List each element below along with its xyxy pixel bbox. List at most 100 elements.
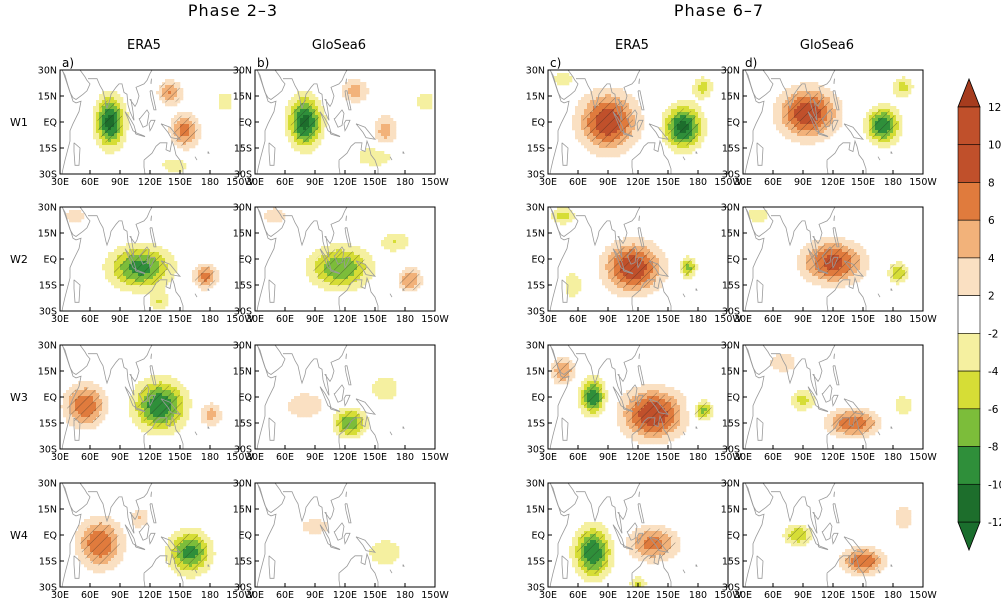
contour-cell xyxy=(629,103,633,107)
contour-cell xyxy=(153,285,157,289)
contour-cell xyxy=(420,97,424,101)
y-tick-label: 30N xyxy=(38,479,57,490)
contour-cell xyxy=(557,79,561,83)
contour-cell xyxy=(204,564,208,568)
contour-cell xyxy=(333,246,337,250)
contour-cell xyxy=(120,534,124,538)
contour-cell xyxy=(360,97,364,101)
coastline xyxy=(134,132,146,138)
contour-cell xyxy=(390,133,394,137)
contour-cell xyxy=(156,432,160,436)
contour-cell xyxy=(300,405,304,409)
contour-cell xyxy=(150,249,154,253)
contour-cell xyxy=(66,420,70,424)
contour-cell xyxy=(288,118,292,122)
contour-cell xyxy=(794,133,798,137)
contour-cell xyxy=(336,285,340,289)
contour-cell xyxy=(204,405,208,409)
contour-cell xyxy=(123,130,127,134)
contour-cell xyxy=(698,127,702,131)
contour-cell xyxy=(159,375,163,379)
significance-hatching xyxy=(80,521,120,566)
contour-cell xyxy=(827,127,831,131)
contour-cell xyxy=(75,540,79,544)
contour-cell xyxy=(884,145,888,149)
contour-cell xyxy=(291,109,295,113)
contour-cell xyxy=(366,148,370,152)
contour-cell xyxy=(560,82,564,86)
contour-cell xyxy=(111,94,115,98)
contour-cell xyxy=(881,142,885,146)
contour-cell xyxy=(297,396,301,400)
contour-cell xyxy=(692,142,696,146)
contour-cell xyxy=(357,411,361,415)
significance-hatching xyxy=(313,248,367,287)
coastline xyxy=(744,70,765,174)
contour-cell xyxy=(566,82,570,86)
contour-cell xyxy=(171,540,175,544)
y-tick-label: 30S xyxy=(39,583,57,594)
contour-cell xyxy=(174,420,178,424)
contour-cell xyxy=(893,91,897,95)
contour-cell xyxy=(584,106,588,110)
coastline xyxy=(143,160,146,174)
contour-cell xyxy=(869,112,873,116)
contour-cell xyxy=(297,408,301,412)
contour-cell xyxy=(596,94,600,98)
contour-cell xyxy=(581,97,585,101)
contour-cell xyxy=(782,97,786,101)
contour-cell xyxy=(135,246,139,250)
contour-cell xyxy=(369,264,373,268)
contour-cell xyxy=(830,124,834,128)
contour-cell xyxy=(135,522,139,526)
contour-cell xyxy=(426,94,430,98)
contour-cell xyxy=(183,417,187,421)
contour-cell xyxy=(315,528,319,532)
contour-cell xyxy=(836,127,840,131)
contour-cell xyxy=(390,381,394,385)
contour-cell xyxy=(635,240,639,244)
contour-cell xyxy=(108,276,112,280)
contour-cell xyxy=(608,91,612,95)
contour-cell xyxy=(366,426,370,430)
contour-cell xyxy=(575,136,579,140)
coastline xyxy=(160,56,171,68)
contour-cell xyxy=(96,567,100,571)
contour-cell xyxy=(171,163,175,167)
contour-cell xyxy=(144,378,148,382)
contour-cell xyxy=(563,76,567,80)
coastline xyxy=(329,132,341,138)
contour-cell xyxy=(78,552,82,556)
contour-cell xyxy=(321,133,325,137)
contour-cell xyxy=(288,136,292,140)
contour-cell xyxy=(378,124,382,128)
contour-cell xyxy=(156,291,160,295)
contour-cell xyxy=(396,234,400,238)
contour-cell xyxy=(300,94,304,98)
contour-cell xyxy=(111,561,115,565)
contour-cell xyxy=(171,432,175,436)
contour-cell xyxy=(123,546,127,550)
contour-cell xyxy=(189,528,193,532)
contour-cell xyxy=(393,390,397,394)
contour-cell xyxy=(171,567,175,571)
contour-cell xyxy=(390,130,394,134)
coastline xyxy=(73,417,81,441)
contour-cell xyxy=(366,255,370,259)
contour-cell xyxy=(560,79,564,83)
contour-cell xyxy=(605,88,609,92)
contour-cell xyxy=(896,82,900,86)
x-tick-label: 60E xyxy=(81,177,99,188)
contour-cell xyxy=(177,420,181,424)
contour-cell xyxy=(126,121,130,125)
contour-cell xyxy=(671,106,675,110)
y-tick-label: 15N xyxy=(233,229,252,240)
contour-cell xyxy=(177,423,181,427)
contour-cell xyxy=(647,243,651,247)
contour-cell xyxy=(99,145,103,149)
contour-cell xyxy=(288,127,292,131)
contour-cell xyxy=(710,85,714,89)
contour-cell xyxy=(327,288,331,292)
contour-cell xyxy=(369,154,373,158)
contour-cell xyxy=(162,279,166,283)
